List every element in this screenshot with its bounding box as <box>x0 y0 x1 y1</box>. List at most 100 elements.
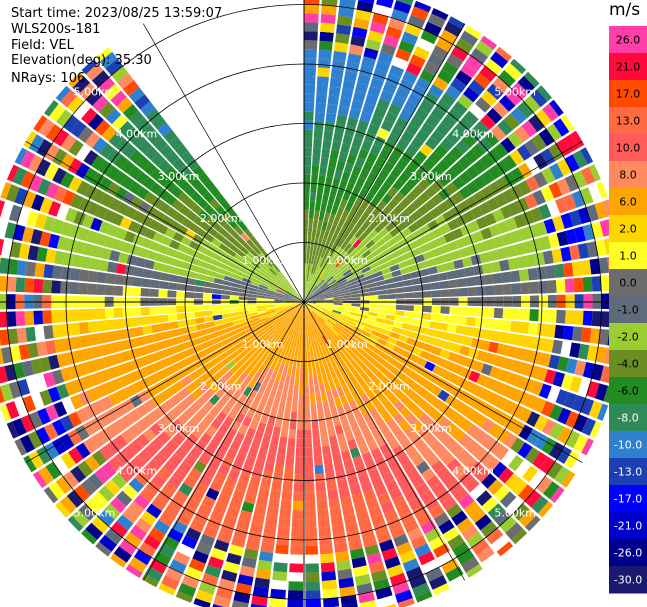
velocity-gate <box>541 167 556 184</box>
velocity-gate <box>305 563 320 573</box>
velocity-gate <box>430 384 443 397</box>
velocity-gate <box>133 549 152 566</box>
velocity-gate <box>543 338 554 353</box>
velocity-gate <box>437 201 450 214</box>
velocity-gate <box>197 197 209 209</box>
velocity-gate <box>232 378 243 390</box>
velocity-gate <box>75 442 91 459</box>
velocity-gate <box>306 303 314 309</box>
velocity-gate <box>230 420 241 432</box>
velocity-gate <box>249 358 259 368</box>
velocity-gate <box>0 340 1 346</box>
velocity-gate <box>400 227 412 238</box>
velocity-gate <box>317 327 324 337</box>
velocity-gate <box>404 426 417 439</box>
velocity-gate <box>200 371 212 383</box>
velocity-gate <box>339 263 348 272</box>
velocity-gate <box>304 367 309 377</box>
velocity-gate <box>433 512 450 527</box>
velocity-gate <box>286 308 295 315</box>
velocity-gate <box>438 272 448 281</box>
velocity-gate <box>296 304 303 312</box>
velocity-gate <box>0 257 10 274</box>
velocity-gate <box>512 503 530 521</box>
velocity-gate <box>174 446 188 460</box>
colorbar-tick-label: 6.0 <box>619 196 637 209</box>
velocity-gate <box>455 38 474 54</box>
velocity-gate <box>394 281 404 288</box>
velocity-gate <box>254 458 265 470</box>
velocity-gate <box>357 119 369 132</box>
velocity-gate <box>306 296 315 301</box>
velocity-gate <box>210 337 221 346</box>
velocity-gate <box>68 176 83 192</box>
velocity-gate <box>481 553 499 568</box>
velocity-gate <box>271 350 278 361</box>
velocity-gate <box>551 248 563 263</box>
velocity-gate <box>359 111 372 123</box>
velocity-gate <box>359 310 369 316</box>
velocity-gate <box>365 400 376 412</box>
velocity-gate <box>192 359 204 370</box>
velocity-gate <box>419 224 432 236</box>
velocity-gate <box>108 392 122 406</box>
velocity-gate <box>92 137 108 154</box>
velocity-gate <box>164 165 178 179</box>
velocity-gate <box>181 574 200 589</box>
velocity-gate <box>291 527 304 538</box>
velocity-gate <box>493 485 510 502</box>
velocity-gate <box>194 251 205 261</box>
velocity-gate <box>356 509 370 522</box>
velocity-gate <box>304 290 307 300</box>
velocity-gate <box>154 340 166 351</box>
velocity-gate <box>385 314 396 321</box>
velocity-gate <box>305 527 318 538</box>
velocity-gate <box>395 254 406 264</box>
velocity-gate <box>122 484 139 500</box>
velocity-gate <box>548 233 560 249</box>
velocity-gate <box>580 166 596 185</box>
velocity-gate <box>137 247 149 258</box>
velocity-gate <box>312 309 321 316</box>
velocity-gate <box>296 438 304 448</box>
velocity-gate <box>309 321 313 331</box>
velocity-gate <box>211 294 221 300</box>
velocity-gate <box>345 361 355 371</box>
velocity-gate <box>22 395 37 413</box>
velocity-gate <box>308 340 313 350</box>
velocity-gate <box>324 274 333 282</box>
velocity-gate <box>304 245 307 255</box>
velocity-gate <box>389 572 407 587</box>
velocity-gate <box>429 274 440 283</box>
velocity-gate <box>521 120 538 138</box>
velocity-gate <box>502 399 516 415</box>
velocity-gate <box>350 214 360 226</box>
velocity-gate <box>138 140 153 155</box>
velocity-gate <box>336 386 345 397</box>
velocity-gate <box>355 340 365 349</box>
colorbar-tick-label: -8.0 <box>617 412 638 425</box>
velocity-gate <box>333 298 343 301</box>
velocity-gate <box>396 541 413 556</box>
velocity-gate <box>410 171 424 184</box>
velocity-gate <box>404 305 414 312</box>
velocity-gate <box>440 451 455 466</box>
velocity-gate <box>410 115 424 129</box>
velocity-gate <box>278 324 286 333</box>
velocity-gate <box>452 363 464 376</box>
velocity-gate <box>333 294 343 298</box>
velocity-gate <box>395 340 406 349</box>
velocity-gate <box>226 330 237 338</box>
velocity-gate <box>339 97 352 108</box>
velocity-gate <box>74 349 86 363</box>
velocity-gate <box>478 450 493 466</box>
velocity-gate <box>158 201 171 214</box>
velocity-gate <box>419 243 431 254</box>
velocity-gate <box>122 80 140 96</box>
velocity-gate <box>108 456 124 472</box>
velocity-gate <box>186 210 198 222</box>
velocity-gate <box>317 267 324 277</box>
velocity-gate <box>241 337 251 346</box>
velocity-gate <box>304 403 311 413</box>
velocity-gate <box>117 73 134 89</box>
